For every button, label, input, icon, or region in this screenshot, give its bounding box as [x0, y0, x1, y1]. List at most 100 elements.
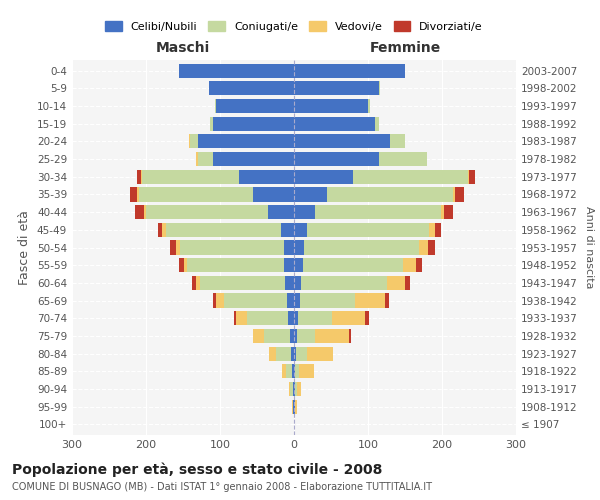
Bar	[468, 170, 469, 184]
Bar	[294, 258, 303, 272]
Bar	[276, 346, 291, 360]
Bar	[294, 170, 353, 184]
Bar	[390, 134, 405, 148]
Bar	[234, 311, 236, 326]
Bar	[144, 205, 146, 219]
Bar	[265, 329, 290, 343]
Bar	[294, 364, 295, 378]
Bar	[170, 240, 176, 254]
Bar	[290, 329, 294, 343]
Bar	[379, 152, 427, 166]
Bar	[444, 205, 453, 219]
Bar	[307, 346, 333, 360]
Bar	[405, 276, 410, 290]
Bar	[307, 222, 430, 237]
Bar	[287, 294, 294, 308]
Bar	[297, 329, 316, 343]
Bar	[436, 222, 441, 237]
Bar	[419, 240, 428, 254]
Bar	[296, 346, 307, 360]
Bar	[294, 222, 307, 237]
Bar	[416, 258, 422, 272]
Bar	[295, 400, 297, 414]
Bar	[137, 170, 141, 184]
Bar	[328, 188, 453, 202]
Bar	[294, 400, 295, 414]
Bar	[353, 170, 468, 184]
Bar	[292, 364, 294, 378]
Bar	[368, 99, 370, 113]
Bar	[289, 382, 290, 396]
Bar	[189, 134, 190, 148]
Bar	[198, 134, 294, 148]
Bar	[294, 205, 315, 219]
Bar	[166, 222, 281, 237]
Text: COMUNE DI BUSNAGO (MB) - Dati ISTAT 1° gennaio 2008 - Elaborazione TUTTITALIA.IT: COMUNE DI BUSNAGO (MB) - Dati ISTAT 1° g…	[12, 482, 432, 492]
Bar	[130, 188, 137, 202]
Bar	[315, 205, 440, 219]
Bar	[179, 258, 184, 272]
Bar	[196, 152, 198, 166]
Bar	[298, 311, 332, 326]
Bar	[293, 400, 294, 414]
Bar	[386, 276, 405, 290]
Bar	[215, 99, 216, 113]
Bar	[253, 329, 265, 343]
Bar	[379, 81, 380, 96]
Bar	[294, 81, 379, 96]
Bar	[212, 152, 294, 166]
Bar	[299, 364, 314, 378]
Bar	[294, 276, 301, 290]
Bar	[135, 205, 144, 219]
Text: Femmine: Femmine	[370, 40, 440, 54]
Bar	[286, 364, 292, 378]
Bar	[288, 311, 294, 326]
Bar	[365, 311, 369, 326]
Bar	[430, 222, 436, 237]
Bar	[293, 382, 294, 396]
Bar	[212, 116, 294, 131]
Text: Popolazione per età, sesso e stato civile - 2008: Popolazione per età, sesso e stato civil…	[12, 462, 382, 477]
Bar	[303, 258, 403, 272]
Text: Maschi: Maschi	[156, 40, 210, 54]
Bar	[355, 294, 385, 308]
Y-axis label: Anni di nascita: Anni di nascita	[584, 206, 594, 289]
Bar	[294, 311, 298, 326]
Bar	[162, 222, 166, 237]
Bar	[455, 188, 464, 202]
Bar	[294, 134, 390, 148]
Bar	[332, 311, 365, 326]
Bar	[247, 311, 288, 326]
Bar	[297, 382, 301, 396]
Bar	[453, 188, 455, 202]
Bar	[211, 116, 212, 131]
Bar	[179, 64, 294, 78]
Bar	[142, 170, 239, 184]
Bar	[180, 240, 284, 254]
Bar	[198, 152, 212, 166]
Bar	[216, 294, 224, 308]
Bar	[290, 382, 293, 396]
Bar	[187, 258, 284, 272]
Bar	[224, 294, 287, 308]
Bar	[376, 116, 379, 131]
Bar	[294, 382, 295, 396]
Bar	[349, 329, 351, 343]
Bar	[192, 276, 196, 290]
Bar	[294, 116, 376, 131]
Bar	[184, 258, 187, 272]
Bar	[294, 188, 328, 202]
Bar	[294, 329, 297, 343]
Bar	[281, 222, 294, 237]
Bar	[209, 81, 294, 96]
Bar	[285, 276, 294, 290]
Bar	[295, 382, 297, 396]
Bar	[295, 364, 299, 378]
Bar	[268, 205, 294, 219]
Bar	[469, 170, 475, 184]
Bar	[141, 170, 142, 184]
Bar	[291, 346, 294, 360]
Bar	[139, 188, 253, 202]
Bar	[294, 64, 405, 78]
Bar	[300, 294, 355, 308]
